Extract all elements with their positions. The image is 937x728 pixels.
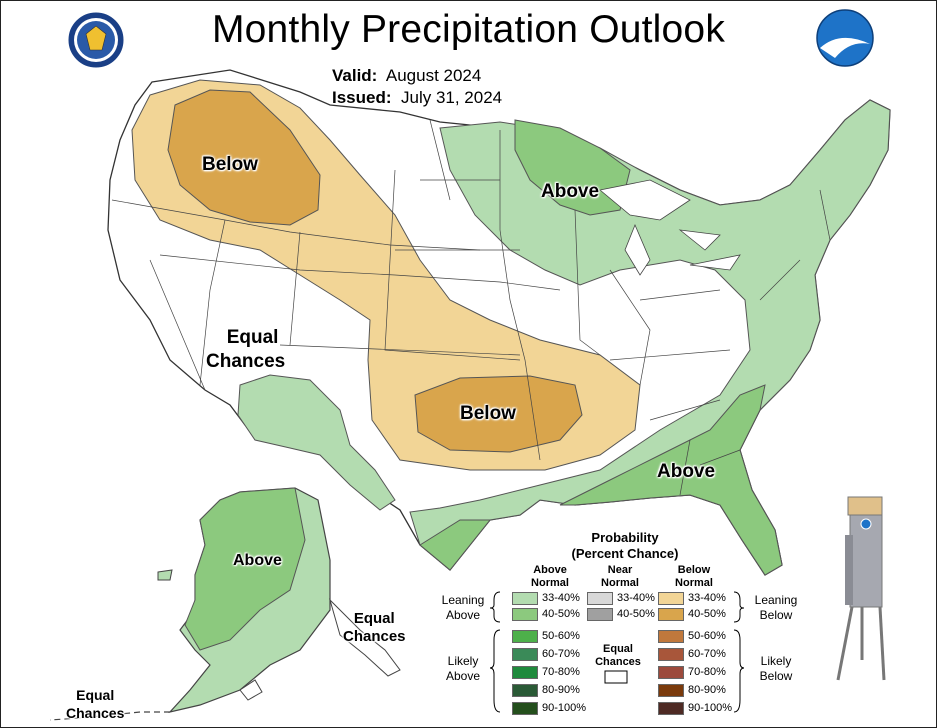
- legend-ec-l2: Chances: [595, 656, 641, 668]
- legend-col-near: Near Normal: [590, 564, 650, 590]
- below-40-50-northwest: [167, 89, 321, 226]
- legend-above-swatch: [512, 592, 538, 605]
- legend-near-swatch: [587, 608, 613, 621]
- ec-west-line2: Chances: [206, 351, 286, 372]
- page-title: Monthly Precipitation Outlook: [211, 8, 726, 51]
- issued-line: Issued: July 31, 2024: [332, 88, 502, 108]
- label-equal-chances-west: Equal Chances: [206, 326, 285, 374]
- kodiak-island: [239, 679, 263, 701]
- legend-title: Probability (Percent Chance): [555, 530, 695, 562]
- leaning-below-l1: Leaning: [754, 593, 798, 607]
- legend-ec-l1: Equal: [603, 643, 633, 655]
- legend-above-label: 70-80%: [542, 666, 580, 678]
- legend-above-label: 80-90%: [542, 684, 580, 696]
- legend-above-swatch: [512, 630, 538, 643]
- legend-title-line2: (Percent Chance): [571, 546, 679, 561]
- legend-below-swatch: [658, 684, 684, 697]
- alaska-above-40-50: [184, 487, 306, 651]
- legend-near-label: 40-50%: [617, 608, 655, 620]
- issued-label: Issued:: [332, 88, 392, 107]
- col-near-l2: Normal: [601, 577, 639, 589]
- above-southwest-area: [237, 374, 396, 511]
- label-above-great-lakes: Above: [541, 181, 600, 202]
- legend-below-label: 50-60%: [688, 630, 726, 642]
- label-below-northwest: Below: [202, 154, 258, 175]
- legend-leaning-below: Leaning Below: [746, 593, 806, 623]
- legend-leaning-above: Leaning Above: [436, 593, 490, 623]
- legend-below-label: 90-100%: [688, 702, 733, 714]
- ec-ak-line1: Equal: [353, 610, 395, 627]
- legend-equal-chances: Equal Chances: [586, 643, 650, 669]
- label-above-southeast: Above: [657, 461, 716, 482]
- label-equal-chances-aleutians: Equal Chances: [66, 686, 124, 722]
- legend-above-label: 90-100%: [542, 702, 587, 714]
- leaning-above-l2: Above: [445, 608, 481, 622]
- legend-above-label: 40-50%: [542, 608, 580, 620]
- state-borders: [111, 119, 831, 496]
- legend-below-swatch: [658, 702, 684, 715]
- legend-below-swatch: [658, 666, 684, 679]
- legend-below-swatch: [658, 648, 684, 661]
- legend-col-above: Above Normal: [520, 564, 580, 590]
- legend-near-swatch: [587, 592, 613, 605]
- legend-below-swatch: [658, 608, 684, 621]
- legend-above-swatch: [512, 684, 538, 697]
- legend-below-swatch: [658, 630, 684, 643]
- above-40-50-texas-coast: [419, 519, 492, 571]
- legend-below-label: 70-80%: [688, 666, 726, 678]
- issued-value: July 31, 2024: [400, 88, 503, 107]
- legend-likely-above: Likely Above: [436, 654, 490, 684]
- legend-above-swatch: [512, 648, 538, 661]
- likely-above-l2: Above: [445, 669, 481, 683]
- col-below-l2: Normal: [675, 577, 713, 589]
- legend-below-label: 60-70%: [688, 648, 726, 660]
- legend-title-line1: Probability: [591, 530, 659, 545]
- likely-below-l1: Likely: [760, 654, 792, 668]
- label-equal-chances-alaska: Equal Chances: [343, 610, 406, 646]
- legend-above-swatch: [512, 608, 538, 621]
- valid-label: Valid:: [332, 66, 378, 85]
- col-below-l1: Below: [677, 564, 711, 576]
- above-40-50-southeast: [559, 384, 783, 576]
- ec-al-line1: Equal: [76, 687, 115, 703]
- equal-chances-swatch: [604, 670, 628, 684]
- likely-above-l1: Likely: [447, 654, 479, 668]
- label-below-south: Below: [460, 403, 516, 424]
- leaning-above-l1: Leaning: [441, 593, 485, 607]
- legend-above-label: 33-40%: [542, 592, 580, 604]
- legend-brackets: [489, 591, 745, 713]
- great-lakes: [599, 179, 741, 276]
- legend-below-label: 80-90%: [688, 684, 726, 696]
- alaska-panhandle: [328, 598, 401, 677]
- legend-below-label: 40-50%: [688, 608, 726, 620]
- legend-likely-below: Likely Below: [746, 654, 806, 684]
- valid-value: August 2024: [385, 66, 482, 85]
- aleutian-islands: [49, 711, 170, 721]
- ec-ak-line2: Chances: [343, 628, 406, 645]
- col-above-l2: Normal: [531, 577, 569, 589]
- legend-above-swatch: [512, 666, 538, 679]
- leaning-below-l2: Below: [759, 608, 793, 622]
- legend-above-swatch: [512, 702, 538, 715]
- legend-below-swatch: [658, 592, 684, 605]
- rain-gauge-icon: [836, 496, 886, 681]
- below-40-50-south: [414, 375, 583, 453]
- legend-col-below: Below Normal: [664, 564, 724, 590]
- valid-line: Valid: August 2024: [332, 66, 481, 86]
- col-above-l1: Above: [533, 564, 567, 576]
- label-above-alaska: Above: [233, 552, 282, 569]
- legend-below-label: 33-40%: [688, 592, 726, 604]
- legend-above-label: 60-70%: [542, 648, 580, 660]
- st-lawrence-island: [157, 569, 173, 581]
- col-near-l1: Near: [607, 564, 633, 576]
- legend-near-label: 33-40%: [617, 592, 655, 604]
- ec-west-line1: Equal: [226, 327, 279, 348]
- noaa-logo-icon: [816, 9, 874, 67]
- commerce-seal-icon: [67, 11, 125, 69]
- legend-above-label: 50-60%: [542, 630, 580, 642]
- ec-al-line2: Chances: [66, 705, 125, 721]
- likely-below-l2: Below: [759, 669, 793, 683]
